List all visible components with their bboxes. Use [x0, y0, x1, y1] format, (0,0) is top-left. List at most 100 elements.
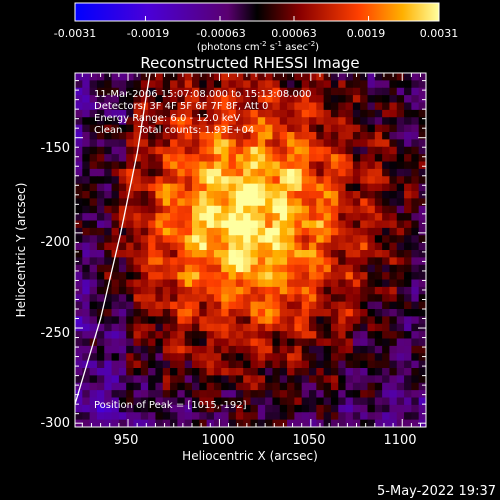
- image-pixel: [89, 139, 98, 148]
- image-pixel: [265, 168, 274, 177]
- image-pixel: [301, 146, 310, 155]
- image-pixel: [221, 220, 230, 229]
- image-pixel: [411, 419, 420, 427]
- image-pixel: [126, 146, 135, 155]
- image-pixel: [126, 390, 135, 399]
- image-pixel: [104, 146, 113, 155]
- image-pixel: [82, 80, 91, 89]
- image-pixel: [396, 80, 405, 89]
- image-pixel: [294, 191, 303, 199]
- image-pixel: [104, 176, 113, 185]
- image-pixel: [360, 309, 369, 317]
- image-pixel: [126, 338, 135, 347]
- image-pixel: [352, 353, 361, 362]
- image-pixel: [206, 205, 215, 214]
- image-pixel: [404, 205, 412, 214]
- image-pixel: [148, 227, 157, 236]
- image-pixel: [89, 198, 98, 207]
- image-pixel: [170, 235, 178, 244]
- image-pixel: [155, 264, 164, 273]
- image-pixel: [96, 95, 105, 104]
- image-pixel: [345, 132, 354, 140]
- image-pixel: [89, 279, 98, 288]
- image-pixel: [118, 227, 127, 236]
- image-pixel: [228, 368, 237, 376]
- image-pixel: [82, 412, 91, 421]
- image-pixel: [272, 412, 281, 421]
- image-pixel: [382, 397, 391, 406]
- image-pixel: [389, 309, 398, 317]
- image-pixel: [243, 264, 252, 273]
- image-pixel: [272, 176, 281, 185]
- image-pixel: [279, 124, 288, 133]
- image-pixel: [221, 109, 230, 118]
- image-pixel: [404, 331, 412, 340]
- image-pixel: [133, 294, 142, 303]
- image-pixel: [257, 286, 266, 295]
- image-pixel: [126, 368, 135, 376]
- image-pixel: [221, 80, 230, 89]
- image-pixel: [162, 117, 171, 126]
- image-pixel: [75, 220, 83, 229]
- image-pixel: [396, 331, 405, 340]
- image-pixel: [404, 412, 412, 421]
- image-pixel: [192, 272, 200, 281]
- image-pixel: [250, 242, 259, 251]
- image-pixel: [96, 146, 105, 155]
- image-pixel: [96, 80, 105, 89]
- image-pixel: [162, 109, 171, 118]
- image-pixel: [199, 272, 208, 281]
- image-pixel: [294, 360, 303, 369]
- image-pixel: [199, 73, 208, 81]
- image-pixel: [104, 368, 113, 376]
- image-pixel: [155, 73, 164, 81]
- image-pixel: [221, 301, 230, 310]
- image-pixel: [360, 331, 369, 340]
- image-pixel: [279, 168, 288, 177]
- image-pixel: [287, 191, 295, 199]
- image-pixel: [309, 412, 317, 421]
- image-pixel: [330, 183, 339, 192]
- image-pixel: [316, 205, 325, 214]
- image-pixel: [82, 139, 91, 148]
- image-pixel: [206, 397, 215, 406]
- image-pixel: [352, 161, 361, 170]
- image-pixel: [89, 360, 98, 369]
- image-pixel: [192, 132, 200, 140]
- image-pixel: [96, 404, 105, 413]
- image-pixel: [133, 404, 142, 413]
- image-pixel: [411, 331, 420, 340]
- image-pixel: [301, 168, 310, 177]
- image-pixel: [396, 227, 405, 236]
- image-pixel: [323, 102, 332, 111]
- image-pixel: [75, 242, 83, 251]
- image-pixel: [235, 73, 244, 81]
- image-pixel: [316, 80, 325, 89]
- image-pixel: [228, 353, 237, 362]
- image-pixel: [367, 154, 376, 163]
- image-pixel: [265, 176, 274, 185]
- image-pixel: [126, 264, 135, 273]
- image-pixel: [140, 345, 149, 354]
- image-pixel: [155, 109, 164, 118]
- image-pixel: [235, 168, 244, 177]
- image-pixel: [221, 412, 230, 421]
- image-pixel: [323, 176, 332, 185]
- image-pixel: [316, 161, 325, 170]
- image-pixel: [330, 198, 339, 207]
- image-pixel: [338, 154, 347, 163]
- image-pixel: [360, 73, 369, 81]
- image-pixel: [89, 375, 98, 384]
- image-pixel: [360, 161, 369, 170]
- image-pixel: [192, 146, 200, 155]
- image-pixel: [367, 279, 376, 288]
- image-pixel: [206, 146, 215, 155]
- image-pixel: [243, 183, 252, 192]
- image-pixel: [206, 183, 215, 192]
- image-pixel: [184, 404, 193, 413]
- image-pixel: [338, 353, 347, 362]
- image-pixel: [301, 205, 310, 214]
- image-pixel: [140, 360, 149, 369]
- image-pixel: [89, 146, 98, 155]
- image-pixel: [294, 301, 303, 310]
